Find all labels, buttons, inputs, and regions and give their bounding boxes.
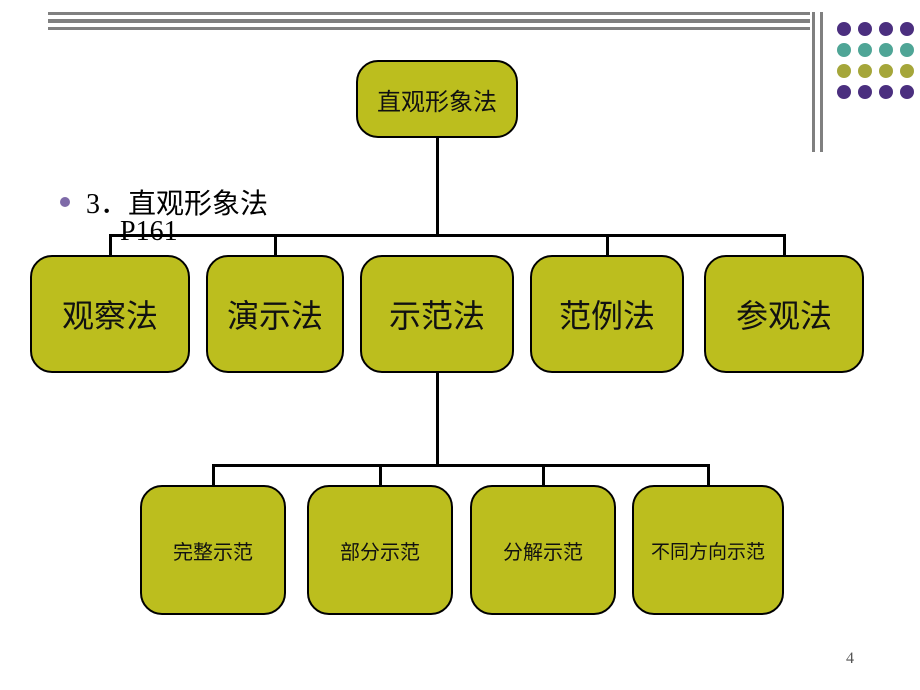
decorative-dot	[900, 43, 914, 57]
tree-node-mid2: 演示法	[206, 255, 344, 373]
decorative-dot	[858, 85, 872, 99]
decorative-dot	[879, 43, 893, 57]
connector-line	[109, 234, 112, 256]
tree-node-label: 示范法	[389, 291, 485, 337]
bullet-icon	[60, 197, 70, 207]
right-vline-1	[812, 12, 815, 152]
tree-node-mid1: 观察法	[30, 255, 190, 373]
decorative-dot	[858, 64, 872, 78]
decorative-dot	[879, 22, 893, 36]
tree-node-label: 直观形象法	[377, 82, 497, 117]
connector-line	[436, 138, 439, 235]
tree-node-mid5: 参观法	[704, 255, 864, 373]
tree-node-mid4: 范例法	[530, 255, 684, 373]
page-number: 4	[846, 650, 854, 668]
connector-line	[436, 373, 439, 466]
decorative-dot	[900, 22, 914, 36]
tree-node-label: 范例法	[559, 291, 655, 337]
top-rule-2	[48, 20, 810, 30]
tree-node-label: 演示法	[227, 291, 323, 337]
decorative-dot	[900, 64, 914, 78]
tree-node-label: 分解示范	[503, 536, 583, 565]
decorative-dot	[879, 85, 893, 99]
decorative-dot	[837, 64, 851, 78]
connector-line	[109, 234, 785, 237]
tree-node-label: 部分示范	[340, 536, 420, 565]
right-vline-2	[820, 12, 823, 152]
tree-node-label: 不同方向示范	[651, 537, 765, 564]
connector-line	[379, 464, 382, 486]
sub-label: P161	[120, 216, 178, 248]
decorative-dot	[837, 85, 851, 99]
tree-node-label: 完整示范	[173, 536, 253, 565]
tree-node-leaf4: 不同方向示范	[632, 485, 784, 615]
connector-line	[783, 234, 786, 256]
tree-node-leaf3: 分解示范	[470, 485, 616, 615]
decorative-dot	[858, 22, 872, 36]
tree-node-root: 直观形象法	[356, 60, 518, 138]
tree-node-label: 观察法	[62, 291, 158, 337]
decorative-dot	[837, 22, 851, 36]
tree-node-leaf1: 完整示范	[140, 485, 286, 615]
decorative-dot	[879, 64, 893, 78]
connector-line	[274, 234, 277, 256]
connector-line	[707, 464, 710, 486]
decorative-dot	[900, 85, 914, 99]
decorative-dot	[858, 43, 872, 57]
decorative-dot	[837, 43, 851, 57]
connector-line	[212, 464, 215, 486]
tree-node-leaf2: 部分示范	[307, 485, 453, 615]
connector-line	[606, 234, 609, 256]
tree-node-mid3: 示范法	[360, 255, 514, 373]
connector-line	[212, 464, 708, 467]
tree-node-label: 参观法	[736, 291, 832, 337]
connector-line	[542, 464, 545, 486]
